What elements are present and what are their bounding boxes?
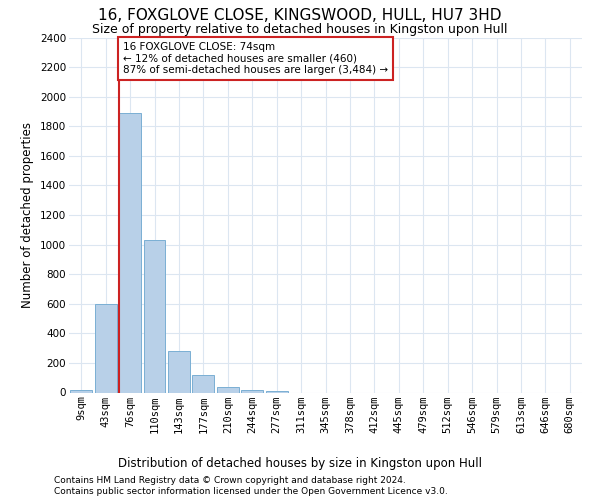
Bar [241,390,263,392]
Text: Size of property relative to detached houses in Kingston upon Hull: Size of property relative to detached ho… [92,22,508,36]
Bar [143,240,166,392]
Y-axis label: Number of detached properties: Number of detached properties [22,122,34,308]
Bar [95,304,116,392]
Bar [119,113,141,392]
Text: 16 FOXGLOVE CLOSE: 74sqm
← 12% of detached houses are smaller (460)
87% of semi-: 16 FOXGLOVE CLOSE: 74sqm ← 12% of detach… [123,42,388,75]
Bar [193,375,214,392]
Bar [217,386,239,392]
Text: 16, FOXGLOVE CLOSE, KINGSWOOD, HULL, HU7 3HD: 16, FOXGLOVE CLOSE, KINGSWOOD, HULL, HU7… [98,8,502,22]
Bar [70,390,92,392]
Bar [266,391,287,392]
Bar [168,351,190,393]
Text: Contains HM Land Registry data © Crown copyright and database right 2024.: Contains HM Land Registry data © Crown c… [54,476,406,485]
Text: Contains public sector information licensed under the Open Government Licence v3: Contains public sector information licen… [54,488,448,496]
Text: Distribution of detached houses by size in Kingston upon Hull: Distribution of detached houses by size … [118,458,482,470]
